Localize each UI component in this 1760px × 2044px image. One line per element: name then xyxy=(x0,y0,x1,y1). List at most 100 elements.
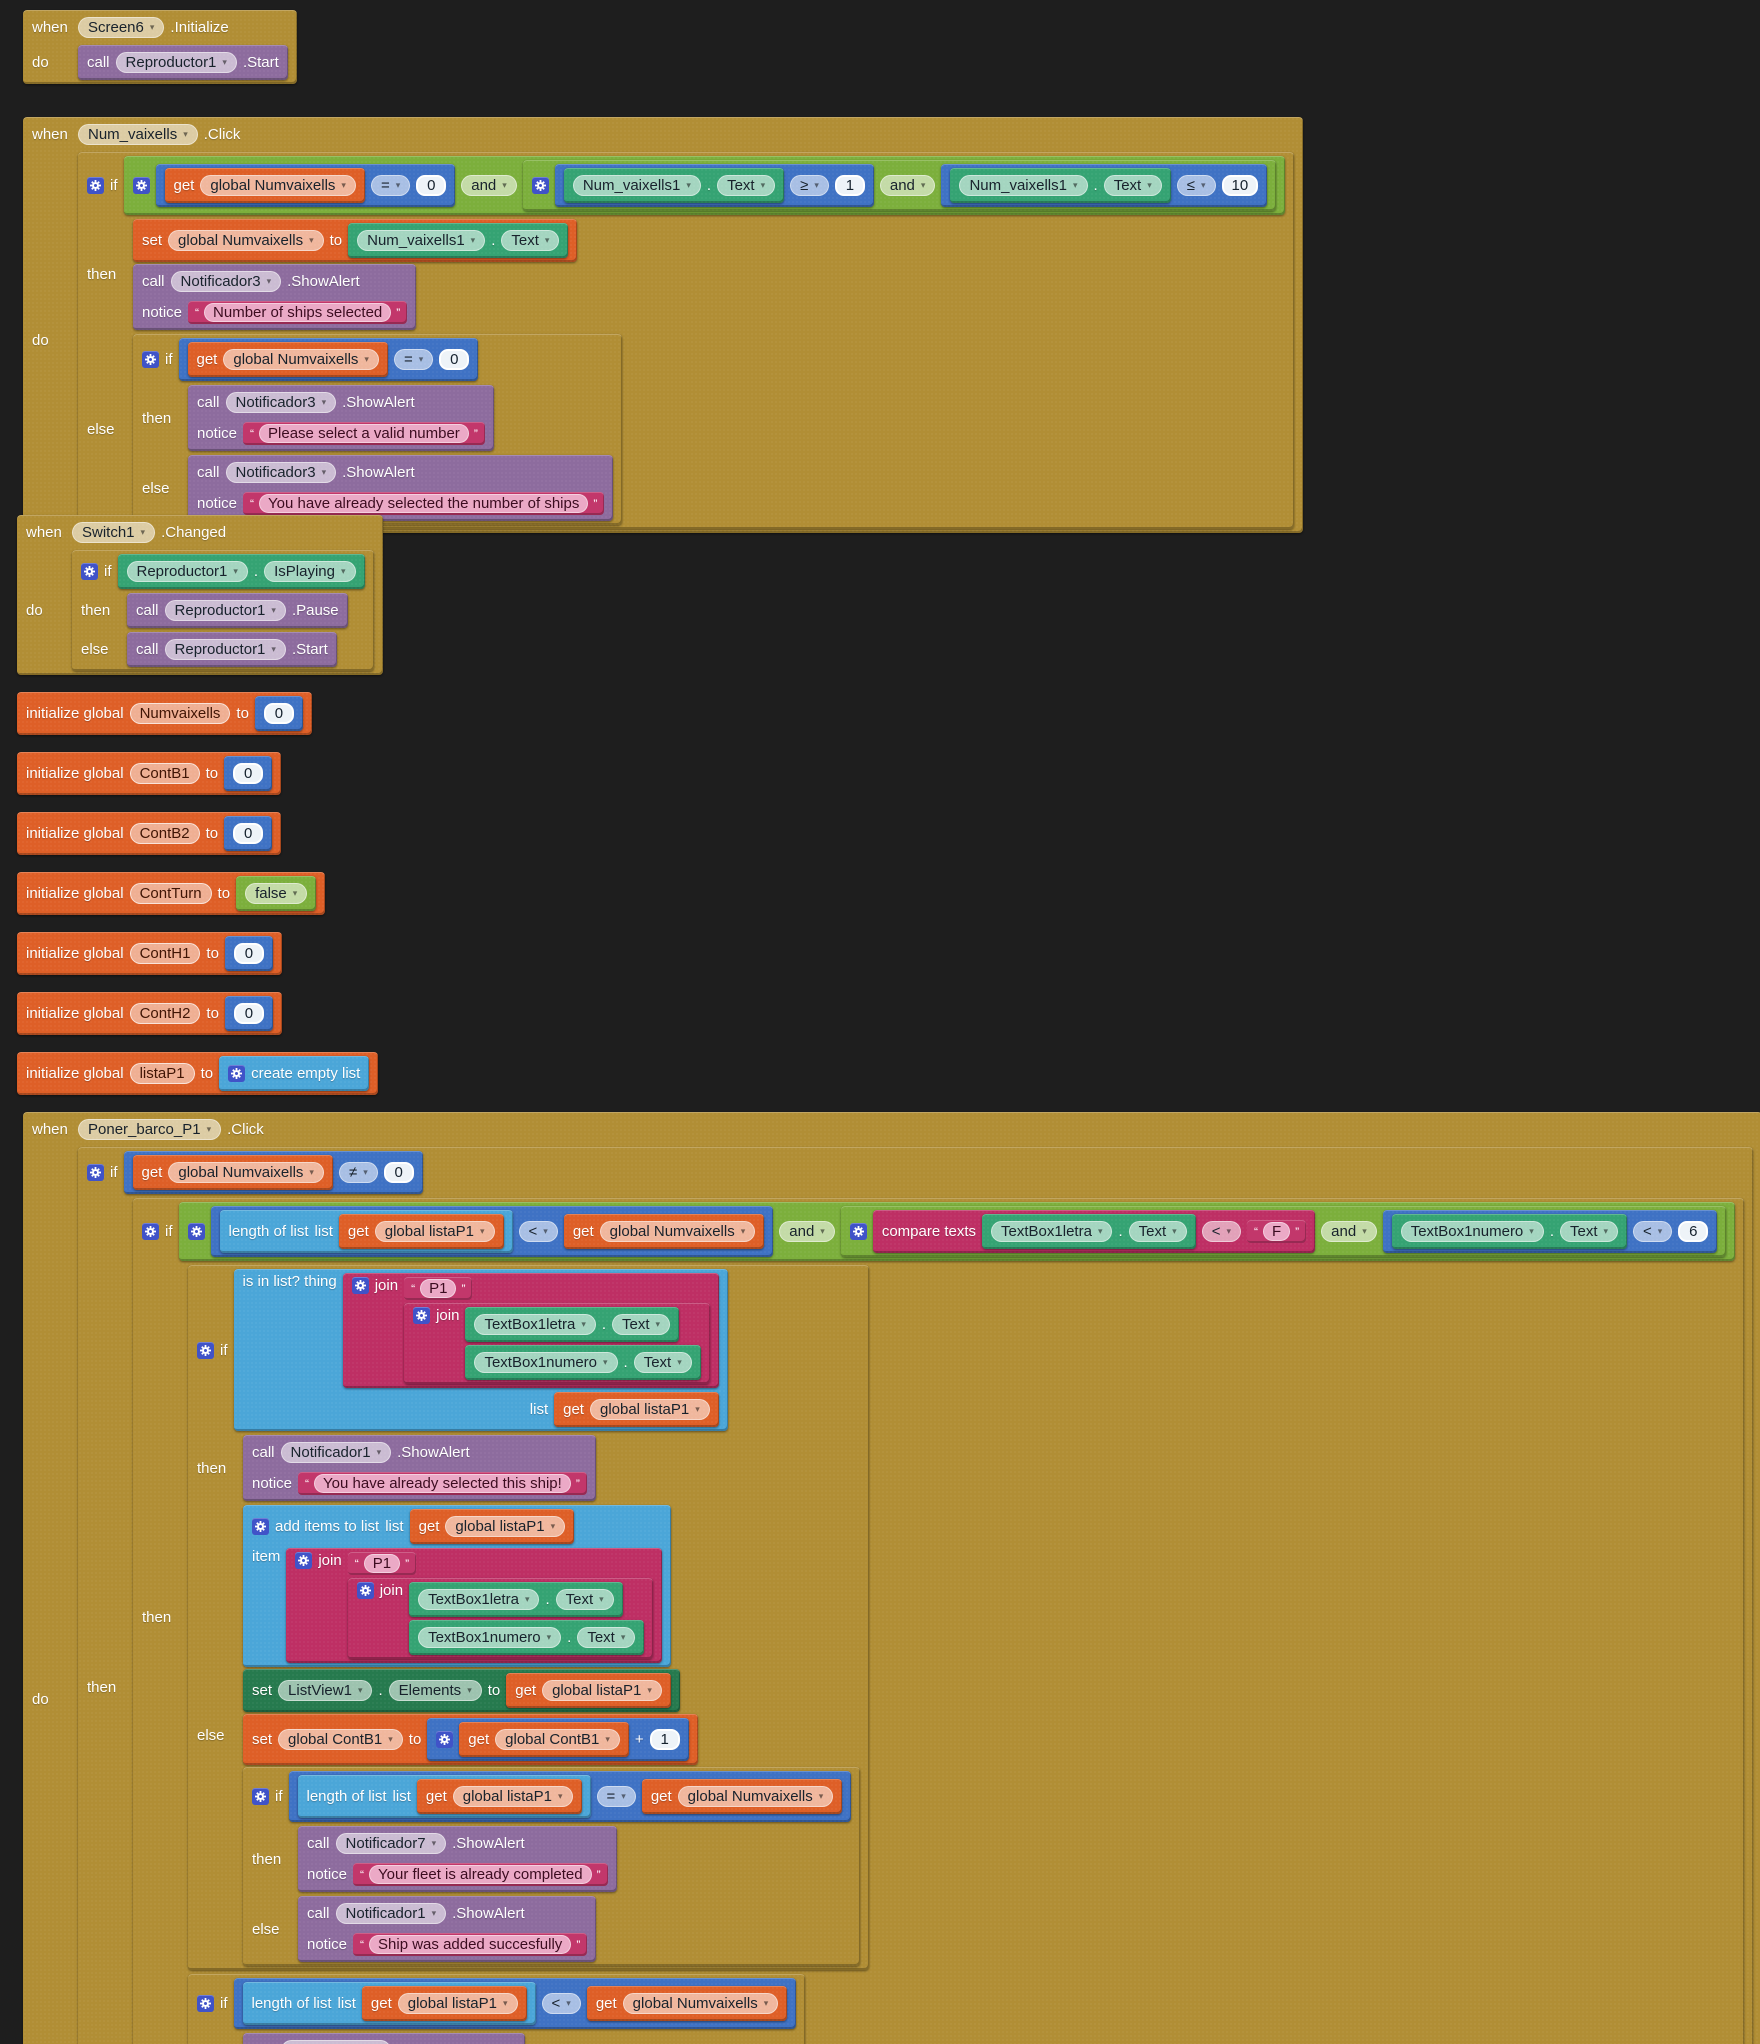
set-global-numvaixells-block[interactable]: set global Numvaixells ▾ to Num_vaixells1 ▾. T… xyxy=(133,219,578,262)
string-literal[interactable]: “ You have already selected this ship! ” xyxy=(298,1472,587,1495)
get-global-numvaixells-block[interactable]: get global Numvaixells ▾ xyxy=(586,1986,788,2021)
dropdown[interactable]: Notificador3 ▾ xyxy=(225,392,337,413)
dropdown[interactable]: IsPlaying ▾ xyxy=(264,561,356,582)
call-notificador3-showalert-block[interactable]: call Notificador3 ▾ .ShowAlert notice “ You ha… xyxy=(188,455,614,521)
dropdown[interactable]: and ▾ xyxy=(461,175,517,196)
string-literal[interactable]: “ Number of ships selected ” xyxy=(188,301,408,324)
length-of-list-block[interactable]: length of list list get global listaP1 ▾ xyxy=(219,1210,513,1253)
mutator-gear-icon[interactable] xyxy=(197,1995,214,2012)
mutator-gear-icon[interactable] xyxy=(252,1788,269,1805)
dropdown[interactable]: < ▾ xyxy=(1633,1221,1673,1242)
number-field[interactable]: 0 xyxy=(416,175,447,196)
dropdown[interactable]: global listaP1 ▾ xyxy=(542,1680,662,1701)
call-notificador7-showalert-block[interactable]: call Notificador7 ▾ .ShowAlert notice “ Your f… xyxy=(298,1826,617,1892)
dropdown[interactable]: < ▾ xyxy=(541,1993,581,2014)
length-of-list-block[interactable]: length of list list get global listaP1 ▾ xyxy=(297,1775,591,1818)
variable-name-field[interactable]: listaP1 xyxy=(129,1063,195,1084)
call-reproductor1-start-block[interactable]: call Reproductor1 ▾ .Start xyxy=(78,45,288,80)
get-global-listap1-block[interactable]: get global listaP1 ▾ xyxy=(506,1673,671,1708)
dropdown[interactable]: = ▾ xyxy=(370,175,411,196)
gte-block[interactable]: Num_vaixells1 ▾. Text ▾ ≥ ▾ 1 xyxy=(554,164,874,207)
number-field[interactable]: 10 xyxy=(1221,175,1259,196)
call-notificador3-showalert-block[interactable]: call Notificador3 ▾ .ShowAlert notice “ Number… xyxy=(133,264,417,330)
mutator-gear-icon[interactable] xyxy=(228,1065,246,1082)
initialize-global-contturn-block[interactable]: initialize global ContTurn to false ▾ xyxy=(17,872,326,915)
number-field[interactable]: 0 xyxy=(233,763,264,784)
dropdown[interactable]: Text ▾ xyxy=(1559,1221,1619,1242)
number-block[interactable]: 0 xyxy=(224,996,273,1031)
dropdown[interactable]: TextBox1letra ▾ xyxy=(991,1221,1113,1242)
number-field[interactable]: 0 xyxy=(383,1162,414,1183)
string-text[interactable]: Number of ships selected xyxy=(204,303,392,322)
dropdown[interactable]: Notificador3 ▾ xyxy=(225,462,337,483)
initialize-global-listap1-block[interactable]: initialize global listaP1 to create empty l… xyxy=(17,1052,379,1095)
num-vaixells1-text-block[interactable]: Num_vaixells1 ▾. Text ▾ xyxy=(348,223,569,258)
mutator-gear-icon[interactable] xyxy=(132,177,150,194)
mutator-gear-icon[interactable] xyxy=(142,1223,159,1240)
number-block[interactable]: 0 xyxy=(224,936,273,971)
mutator-gear-icon[interactable] xyxy=(356,1582,374,1599)
dropdown[interactable]: Reproductor1 ▾ xyxy=(115,52,237,73)
get-global-numvaixells-block[interactable]: get global Numvaixells ▾ xyxy=(641,1779,843,1814)
dropdown[interactable]: global listaP1 ▾ xyxy=(445,1516,566,1537)
if-block[interactable]: if is in list? thing join “P1” join TextBox1l… xyxy=(188,1265,870,1970)
dropdown[interactable]: global ContB1 ▾ xyxy=(495,1729,620,1750)
and-block[interactable]: compare texts TextBox1letra ▾. Text ▾ < ▾ “F” an… xyxy=(840,1206,1727,1257)
equals-block[interactable]: length of list list get global listaP1 ▾ = ▾ ge… xyxy=(288,1771,852,1822)
and-block[interactable]: get global Numvaixells ▾ = ▾ 0 and ▾ Num_vaixell… xyxy=(123,156,1286,215)
variable-name-field[interactable]: ContH2 xyxy=(129,1003,201,1024)
get-global-numvaixells-block[interactable]: get global Numvaixells ▾ xyxy=(187,342,388,377)
join-block[interactable]: join TextBox1letra ▾. Text ▾ TextBox1numero ▾.… xyxy=(347,1578,654,1659)
string-literal[interactable]: “ Please select a valid number ” xyxy=(243,422,485,445)
if-block[interactable]: if get global Numvaixells ▾ = ▾ 0 and ▾ Num_vaixe… xyxy=(78,152,1295,529)
dropdown[interactable]: and ▾ xyxy=(779,1221,835,1242)
set-listview1-elements-block[interactable]: set ListView1 ▾. Elements ▾ to get global lista… xyxy=(243,1669,680,1712)
mutator-gear-icon[interactable] xyxy=(87,177,104,194)
lt-block[interactable]: TextBox1numero ▾. Text ▾ < ▾ 6 xyxy=(1382,1210,1718,1253)
dropdown[interactable]: Notificador7 ▾ xyxy=(335,1833,447,1854)
mutator-gear-icon[interactable] xyxy=(295,1552,313,1569)
mutator-gear-icon[interactable] xyxy=(413,1307,431,1324)
get-global-numvaixells-block[interactable]: get global Numvaixells ▾ xyxy=(132,1155,333,1190)
call-notificador3-showalert-block[interactable]: call Notificador3 ▾ .ShowAlert notice “ Please… xyxy=(188,385,494,451)
dropdown[interactable]: TextBox1numero ▾ xyxy=(474,1352,618,1373)
dropdown[interactable]: Text ▾ xyxy=(577,1627,636,1648)
call-notificador1-showalert-block[interactable]: call Notificador1 ▾ .ShowAlert notice “ Ship w… xyxy=(298,1896,597,1962)
textbox1letra-text-block[interactable]: TextBox1letra ▾. Text ▾ xyxy=(982,1214,1196,1249)
when-num-vaixells-click-block[interactable]: when Num_vaixells ▾ .Click do if get global Num… xyxy=(23,117,1304,533)
when-screen6-initialize-block[interactable]: when Screen6 ▾ .Initialize do call Reproductor… xyxy=(23,10,297,84)
if-block[interactable]: if length of list list get global listaP1 ▾ < ▾… xyxy=(133,1198,1745,2044)
neq-block[interactable]: get global Numvaixells ▾ ≠ ▾ 0 xyxy=(123,1151,423,1194)
string-literal[interactable]: “ Ship was added succesfully ” xyxy=(353,1933,588,1956)
dropdown[interactable]: ≥ ▾ xyxy=(790,175,829,196)
dropdown[interactable]: Screen6 ▾ xyxy=(78,17,165,38)
dropdown[interactable]: Reproductor1 ▾ xyxy=(164,600,286,621)
get-global-contb1-block[interactable]: get global ContB1 ▾ xyxy=(459,1722,629,1757)
number-field[interactable]: 0 xyxy=(263,703,294,724)
textbox1numero-text-block[interactable]: TextBox1numero ▾. Text ▾ xyxy=(1391,1214,1628,1249)
mutator-gear-icon[interactable] xyxy=(87,1164,104,1181)
number-field[interactable]: 0 xyxy=(233,943,264,964)
dropdown[interactable]: Poner_barco_P1 ▾ xyxy=(78,1119,222,1140)
mutator-gear-icon[interactable] xyxy=(436,1731,454,1748)
mutator-gear-icon[interactable] xyxy=(142,351,159,368)
string-literal[interactable]: “ You have already selected the number of… xyxy=(243,492,605,515)
join-block[interactable]: join “P1” join TextBox1letra ▾. Text ▾ TextBox1… xyxy=(342,1273,719,1388)
dropdown[interactable]: ≠ ▾ xyxy=(338,1162,378,1183)
lt-block[interactable]: length of list list get global listaP1 ▾ < ▾ ge… xyxy=(233,1978,797,2029)
dropdown[interactable]: TextBox1letra ▾ xyxy=(418,1589,540,1610)
get-global-listap1-block[interactable]: get global listaP1 ▾ xyxy=(554,1392,719,1427)
join-block[interactable]: join “P1” join TextBox1letra ▾. Text ▾ TextBox1… xyxy=(286,1548,663,1663)
variable-name-field[interactable]: ContTurn xyxy=(129,883,212,904)
string-literal[interactable]: “ F ” xyxy=(1246,1220,1307,1243)
get-global-listap1-block[interactable]: get global listaP1 ▾ xyxy=(361,1986,527,2021)
textbox1numero-text-block[interactable]: TextBox1numero ▾. Text ▾ xyxy=(465,1345,701,1380)
mutator-gear-icon[interactable] xyxy=(252,1518,269,1535)
textbox1letra-text-block[interactable]: TextBox1letra ▾. Text ▾ xyxy=(409,1582,623,1617)
dropdown[interactable]: Num_vaixells1 ▾ xyxy=(357,230,486,251)
string-text[interactable]: Please select a valid number xyxy=(259,424,469,443)
number-field[interactable]: 0 xyxy=(439,349,470,370)
dropdown[interactable]: Num_vaixells ▾ xyxy=(78,124,198,145)
lt-block[interactable]: length of list list get global listaP1 ▾ < ▾ ge… xyxy=(210,1206,774,1257)
dropdown[interactable]: < ▾ xyxy=(1201,1221,1241,1242)
